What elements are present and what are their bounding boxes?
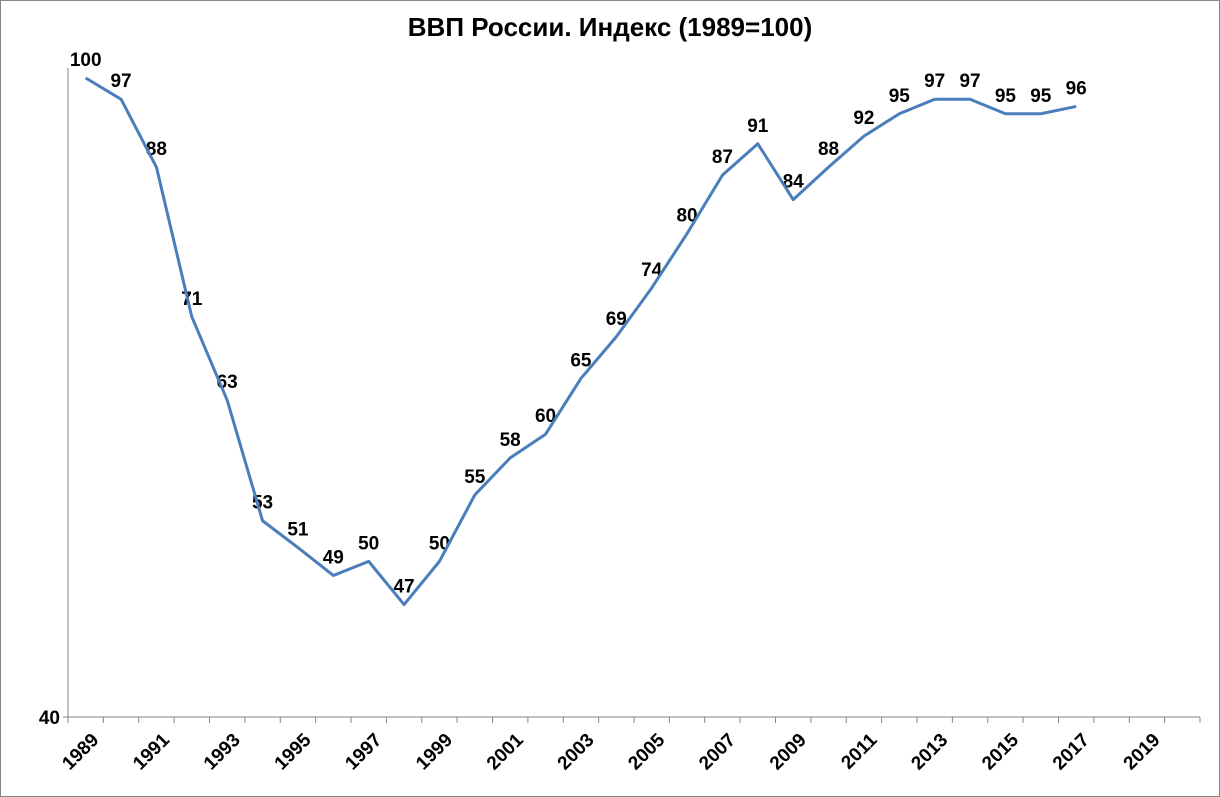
data-label: 55 <box>464 467 486 488</box>
data-label: 91 <box>747 116 769 137</box>
data-label: 92 <box>853 108 874 129</box>
data-label: 96 <box>1066 78 1087 99</box>
data-label: 95 <box>995 86 1017 107</box>
data-label: 95 <box>889 86 911 107</box>
data-label: 65 <box>570 350 592 371</box>
data-label: 60 <box>535 406 556 427</box>
data-label: 97 <box>924 71 945 92</box>
data-label: 69 <box>606 309 627 330</box>
data-label: 58 <box>500 430 521 451</box>
data-label: 88 <box>146 139 167 160</box>
data-label: 50 <box>358 533 379 554</box>
data-label: 95 <box>1030 86 1052 107</box>
data-label: 84 <box>783 172 805 193</box>
data-label: 50 <box>429 533 450 554</box>
data-label: 49 <box>323 547 344 568</box>
data-label: 87 <box>712 147 733 168</box>
line <box>84 76 1077 607</box>
data-label: 88 <box>818 139 839 160</box>
data-label: 74 <box>641 260 663 281</box>
data-label: 97 <box>110 71 131 92</box>
data-label: 97 <box>959 71 980 92</box>
chart-title: ВВП России. Индекс (1989=100) <box>408 12 812 42</box>
data-label: 100 <box>70 50 102 71</box>
data-label: 80 <box>676 206 697 227</box>
data-label: 47 <box>393 577 414 598</box>
data-label: 51 <box>287 520 309 541</box>
y-tick-label: 40 <box>39 708 60 729</box>
